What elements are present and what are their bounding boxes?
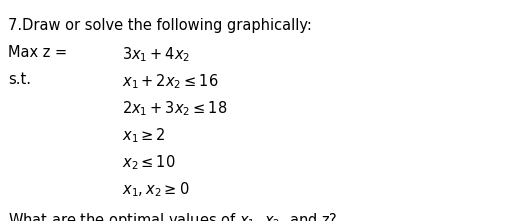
Text: $3x_1 + 4x_2$: $3x_1 + 4x_2$: [122, 45, 190, 64]
Text: What are the optimal values of $x_1$, $x_2$, and z?: What are the optimal values of $x_1$, $x…: [8, 211, 337, 221]
Text: $x_1, x_2 \geq 0$: $x_1, x_2 \geq 0$: [122, 180, 190, 199]
Text: $2x_1 + 3x_2 \leq 18$: $2x_1 + 3x_2 \leq 18$: [122, 99, 228, 118]
Text: 7.Draw or solve the following graphically:: 7.Draw or solve the following graphicall…: [8, 18, 311, 33]
Text: Max z =: Max z =: [8, 45, 67, 60]
Text: $x_1 \geq 2$: $x_1 \geq 2$: [122, 126, 166, 145]
Text: $x_1 + 2x_2 \leq 16$: $x_1 + 2x_2 \leq 16$: [122, 72, 219, 91]
Text: $x_2 \leq 10$: $x_2 \leq 10$: [122, 153, 176, 172]
Text: s.t.: s.t.: [8, 72, 31, 87]
